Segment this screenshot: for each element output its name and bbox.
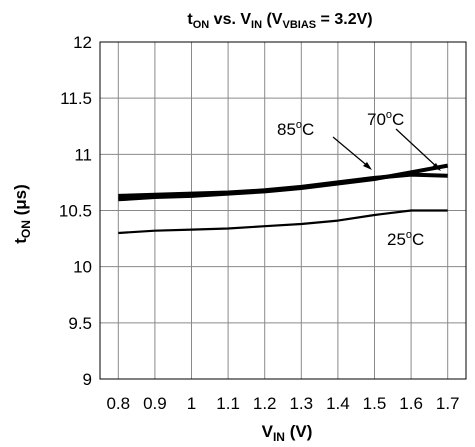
y-tick-labels: 9 9.5 10 10.5 11 11.5 12 [59, 33, 92, 389]
y-tick-label: 9.5 [68, 314, 92, 333]
x-tick-label: 1 [187, 394, 196, 413]
series-line-1 [118, 172, 448, 198]
x-tick-label: 1.3 [289, 394, 313, 413]
x-tick-label: 0.9 [143, 394, 167, 413]
y-tick-label: 11 [74, 145, 92, 164]
x-tick-label: 1.7 [436, 394, 460, 413]
series-line-2 [118, 209, 448, 235]
y-tick-label: 11.5 [60, 89, 92, 108]
arrow-70c [395, 128, 439, 169]
arrowhead-70c [432, 163, 441, 171]
series-layer [118, 163, 449, 235]
x-tick-label: 1.4 [326, 394, 350, 413]
annotation-85c: 85oC [277, 119, 314, 139]
y-tick-label: 10 [73, 258, 92, 277]
x-tick-label: 0.8 [106, 394, 130, 413]
y-tick-label: 12 [73, 33, 92, 52]
x-tick-labels: 0.8 0.9 1 1.1 1.2 1.3 1.4 1.5 1.6 1.7 [106, 394, 459, 413]
chart-title: tON vs. VIN (VVBIAS = 3.2V) [187, 11, 372, 31]
x-tick-label: 1.1 [216, 394, 240, 413]
y-tick-label: 9 [83, 370, 92, 389]
x-tick-label: 1.2 [253, 394, 277, 413]
annotation-arrows [332, 128, 441, 171]
plot-frame [99, 41, 467, 380]
x-axis-label: VIN (V) [262, 422, 313, 444]
y-tick-label: 10.5 [59, 202, 92, 221]
annotation-70c: 70oC [367, 109, 404, 129]
annotation-25c: 25oC [387, 229, 424, 249]
x-tick-label: 1.5 [363, 394, 387, 413]
y-axis-label: tON (μs) [11, 184, 33, 244]
arrow-85c [332, 136, 371, 169]
arrowhead-85c [363, 162, 372, 170]
x-tick-label: 1.6 [399, 394, 423, 413]
